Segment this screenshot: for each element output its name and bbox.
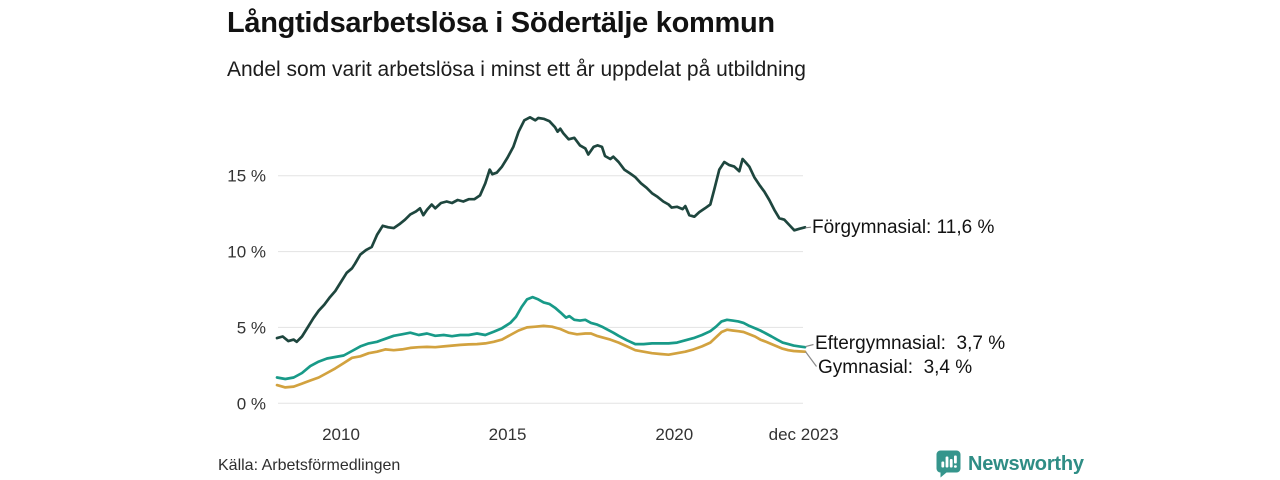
end-label-forgymnasial: Förgymnasial: 11,6 % bbox=[812, 217, 995, 238]
newsworthy-wordmark: Newsworthy bbox=[968, 452, 1084, 475]
y-tick-label: 0 % bbox=[237, 394, 266, 413]
annotation-connector bbox=[805, 226, 812, 229]
newsworthy-logo: Newsworthy bbox=[936, 450, 1084, 478]
annotation-connector bbox=[805, 351, 817, 367]
x-tick-label: dec 2023 bbox=[769, 425, 839, 444]
bar-chart-speech-bubble-icon bbox=[936, 450, 961, 478]
source-note: Källa: Arbetsförmedlingen bbox=[218, 457, 401, 474]
end-label-gymnasial: Gymnasial: 3,4 % bbox=[818, 357, 973, 378]
x-tick-label: 2015 bbox=[489, 425, 527, 444]
x-tick-label: 2020 bbox=[655, 425, 693, 444]
series-line-eftergymnasial bbox=[275, 295, 807, 381]
series-line-förgymnasial bbox=[275, 115, 807, 344]
end-label-eftergymnasial: Eftergymnasial: 3,7 % bbox=[815, 333, 1006, 354]
y-tick-label: 15 % bbox=[227, 167, 266, 186]
y-tick-label: 5 % bbox=[237, 318, 266, 337]
x-tick-label: 2010 bbox=[322, 425, 360, 444]
page-title: Långtidsarbetslösa i Södertälje kommun bbox=[227, 7, 775, 39]
annotation-connector bbox=[805, 343, 814, 348]
page-subtitle: Andel som varit arbetslösa i minst ett å… bbox=[227, 58, 806, 81]
y-tick-label: 10 % bbox=[227, 243, 266, 262]
series-line-gymnasial bbox=[275, 324, 807, 389]
